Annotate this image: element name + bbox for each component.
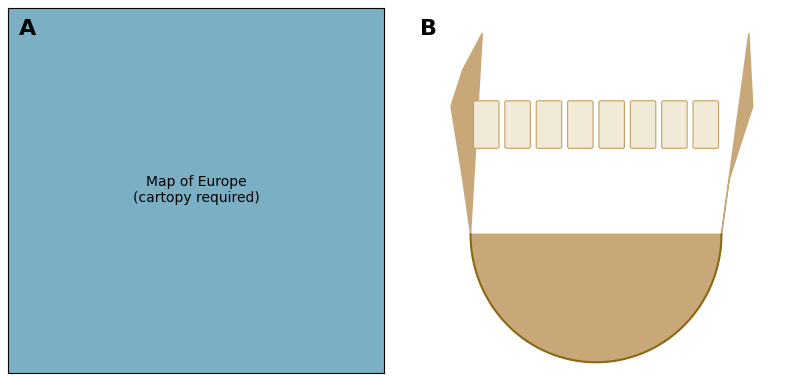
Text: Map of Europe
(cartopy required): Map of Europe (cartopy required) (133, 175, 259, 205)
FancyBboxPatch shape (536, 101, 562, 148)
Polygon shape (470, 234, 722, 362)
FancyBboxPatch shape (505, 101, 530, 148)
Text: B: B (420, 18, 437, 38)
FancyBboxPatch shape (599, 101, 625, 148)
FancyBboxPatch shape (662, 101, 687, 148)
Text: A: A (19, 18, 37, 38)
FancyBboxPatch shape (567, 101, 593, 148)
FancyBboxPatch shape (693, 101, 718, 148)
Polygon shape (451, 33, 482, 234)
Polygon shape (722, 33, 753, 234)
FancyBboxPatch shape (630, 101, 656, 148)
FancyBboxPatch shape (474, 101, 499, 148)
